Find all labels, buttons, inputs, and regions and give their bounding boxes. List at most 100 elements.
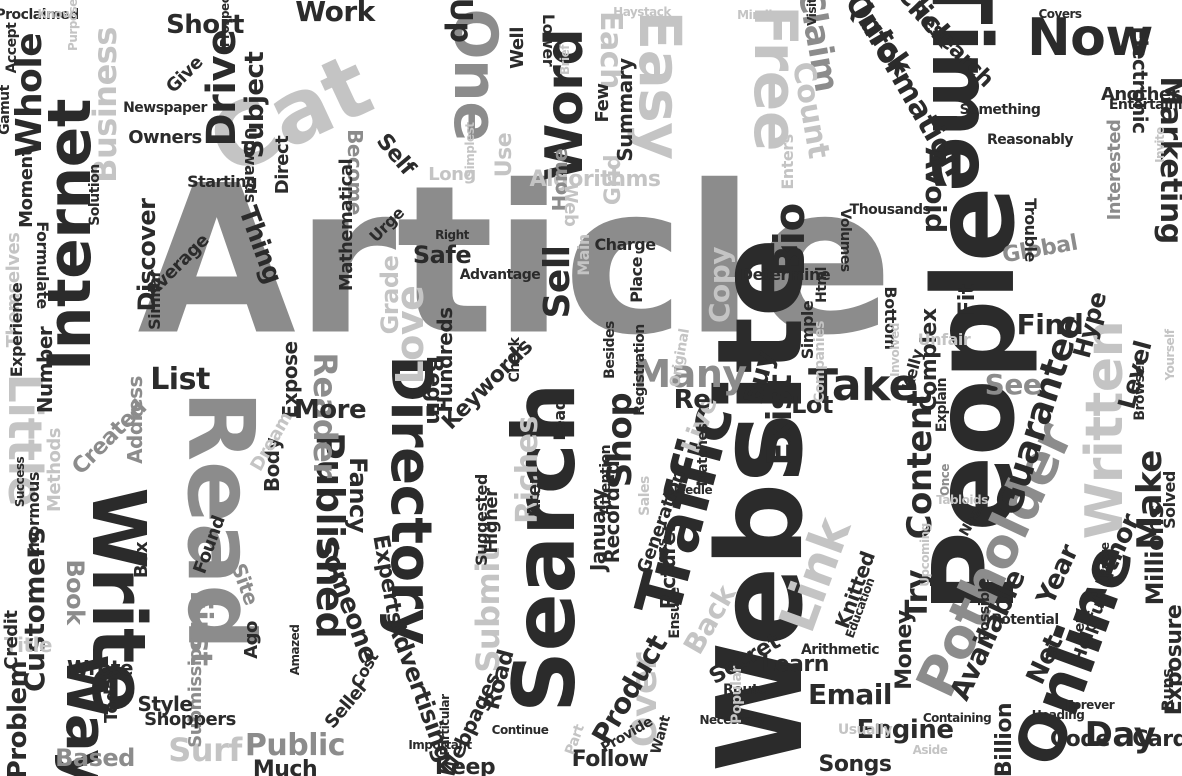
cloud-word-brief: Brief	[558, 44, 572, 76]
cloud-word-haystack: Haystack	[613, 5, 671, 19]
cloud-word-list: List	[150, 362, 210, 397]
cloud-word-engine: Engine	[856, 715, 954, 745]
cloud-word-explain: Explain	[934, 377, 950, 433]
cloud-word-keep: Keep	[434, 755, 496, 776]
cloud-word-few: Few	[592, 83, 613, 123]
cloud-word-mathematical: Mathematical	[336, 158, 357, 292]
cloud-word-moment: Moment	[16, 148, 37, 228]
cloud-word-algorithms: Algorithms	[529, 167, 661, 192]
cloud-word-thousands: Thousands	[849, 202, 931, 218]
cloud-word-article: Article	[137, 142, 893, 381]
cloud-word-email: Email	[808, 678, 892, 711]
cloud-word-newspaper: Newspaper	[123, 100, 207, 116]
cloud-word-today: Today	[101, 667, 122, 723]
cloud-word-experience: Experience	[7, 282, 26, 378]
cloud-word-lead: Lead	[550, 399, 569, 441]
cloud-word-style: Style	[137, 692, 193, 716]
cloud-word-continue: Continue	[491, 723, 549, 737]
cloud-word-credit: Credit	[1, 610, 22, 670]
cloud-word-take: Take	[808, 360, 918, 411]
cloud-word-gamut: Gamut	[0, 85, 13, 135]
cloud-word-upcoming: Upcoming	[918, 523, 932, 587]
cloud-word-follow: Follow	[571, 747, 649, 772]
cloud-word-needle: Needle	[667, 483, 713, 497]
cloud-word-songs: Songs	[818, 752, 892, 776]
cloud-word-lot: Lot	[791, 391, 833, 419]
cloud-word-containing: Containing	[922, 711, 992, 725]
cloud-word-forever: Forever	[1065, 698, 1115, 712]
cloud-word-purpose: Purpose	[66, 0, 80, 51]
cloud-word-public: Public	[244, 728, 346, 763]
cloud-word-hundreds: Hundreds	[433, 307, 457, 413]
cloud-word-ensure: Ensure	[667, 587, 683, 639]
cloud-word-potential: Potential	[991, 612, 1059, 628]
cloud-word-registration: Registration	[632, 324, 648, 416]
cloud-word-simplest: Simplest	[463, 122, 477, 178]
cloud-word-runs: Runs	[1158, 668, 1177, 712]
cloud-word-attention: Attention	[598, 444, 614, 516]
cloud-word-charge: Charge	[594, 235, 656, 254]
cloud-word-summary: Summary	[613, 58, 637, 162]
cloud-word-money: Money	[892, 610, 917, 690]
cloud-word-copy: Copy	[703, 246, 736, 324]
cloud-word-place: Place	[627, 257, 646, 303]
cloud-word-unfair: Unfair	[917, 330, 971, 349]
cloud-word-enters: Enters	[778, 134, 797, 190]
cloud-word-upwards: Upwards	[241, 127, 260, 203]
cloud-word-billion: Billion	[992, 702, 1017, 776]
cloud-word-expose: Expose	[278, 341, 302, 419]
cloud-word-possible: Possible	[977, 579, 993, 641]
cloud-word-tabloids: Tabloids	[936, 493, 988, 507]
cloud-word-web: Web	[560, 183, 581, 227]
cloud-word-business: Business	[86, 27, 124, 183]
cloud-word-html: Html	[814, 267, 830, 303]
cloud-word-mindless: Mindless	[737, 8, 793, 22]
cloud-word-enormous: Enormous	[24, 472, 43, 558]
cloud-word-entertaining: Entertaining	[1108, 97, 1182, 113]
cloud-word-learn: Learn	[761, 652, 829, 677]
cloud-word-particular: Particular	[438, 694, 452, 756]
cloud-word-problem: Problem	[3, 660, 33, 776]
cloud-word-main: Main	[574, 234, 593, 276]
cloud-word-aside: Aside	[912, 743, 948, 757]
cloud-word-determine: Determine	[739, 265, 831, 284]
cloud-word-see: See	[984, 368, 1042, 401]
cloud-word-owners: Owners	[128, 127, 202, 148]
cloud-word-right: Right	[435, 228, 469, 242]
cloud-word-safe: Safe	[412, 241, 472, 269]
cloud-word-besides: Besides	[602, 321, 618, 379]
cloud-word-reasonably: Reasonably	[986, 132, 1074, 148]
cloud-word-fit: Fit	[955, 284, 980, 316]
cloud-word-easy: Easy	[626, 10, 694, 160]
cloud-word-necessary: Necessary	[699, 713, 765, 727]
cloud-word-know: Know	[37, 7, 73, 21]
cloud-word-something: Something	[959, 102, 1041, 118]
cloud-word-suggested: Suggested	[472, 474, 491, 566]
cloud-word-book: Book	[61, 559, 89, 625]
cloud-word-more: More	[293, 395, 367, 425]
cloud-word-solved: Solved	[1160, 471, 1179, 529]
cloud-word-involved: Involved	[888, 323, 902, 377]
cloud-word-once: Once	[938, 464, 952, 496]
cloud-word-ago: Ago	[241, 621, 262, 659]
cloud-word-covers: Covers	[1038, 7, 1082, 21]
cloud-word-based: Based	[55, 744, 135, 772]
cloud-word-another: Another	[1100, 84, 1180, 105]
cloud-word-usually: Usually	[837, 722, 893, 738]
cloud-word-card: Card	[1132, 727, 1182, 752]
cloud-word-success: Success	[13, 456, 27, 508]
cloud-word-browser: Browser	[1132, 359, 1148, 421]
cloud-word-content: Content	[900, 390, 940, 540]
cloud-word-paste: Paste	[1098, 542, 1112, 578]
cloud-word-accept: Accept	[4, 22, 20, 74]
cloud-word-heading: Heading	[1031, 708, 1085, 722]
cloud-word-solution: Solution	[87, 164, 103, 226]
cloud-word-well: Well	[507, 27, 528, 69]
cloud-word-amazed: Amazed	[288, 624, 302, 676]
cloud-word-proclaimed: Proclaimed	[0, 7, 79, 23]
cloud-word-up: Up	[443, 0, 478, 43]
cloud-word-long: Long	[428, 164, 476, 185]
cloud-word-box: Box	[131, 541, 152, 579]
cloud-word-route: Route	[722, 682, 768, 698]
